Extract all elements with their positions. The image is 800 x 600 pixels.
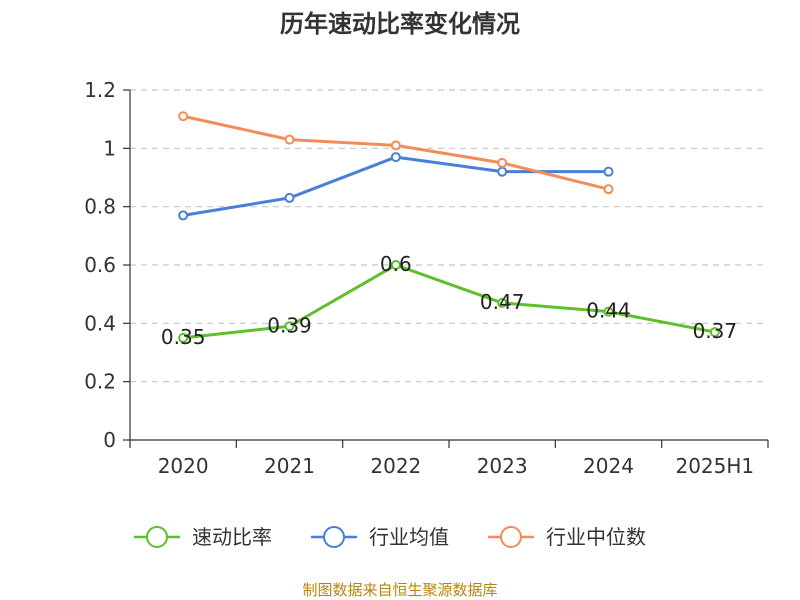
- y-tick-label: 0.4: [84, 311, 116, 335]
- data-point: [709, 327, 720, 338]
- legend-label: 行业中位数: [546, 525, 646, 549]
- legend-marker: [500, 526, 522, 548]
- data-point: [284, 321, 295, 332]
- data-label: 0.39: [267, 313, 312, 337]
- legend-marker: [146, 526, 168, 548]
- data-label: 0.37: [693, 319, 738, 343]
- data-label: 0.35: [161, 325, 206, 349]
- legend-marker: [323, 526, 345, 548]
- series: [178, 111, 720, 343]
- data-point: [284, 134, 295, 145]
- grid: [130, 89, 768, 383]
- data-point: [390, 152, 401, 163]
- source-note: 制图数据来自恒生聚源数据库: [302, 581, 497, 599]
- x-tick-label: 2023: [477, 454, 528, 478]
- axes: 0 0.2 0.4 0.6 0.8 1 1.2 2020 2021 2022 2023 2024 202…: [84, 78, 769, 478]
- data-point: [178, 210, 189, 221]
- data-point: [497, 157, 508, 168]
- chart-title: 历年速动比率变化情况: [280, 10, 520, 38]
- y-tick-label: 1.2: [84, 78, 116, 102]
- data-point: [390, 140, 401, 151]
- y-tick-label: 0.6: [84, 253, 116, 277]
- data-label: 0.47: [480, 290, 525, 314]
- data-point: [178, 111, 189, 122]
- data-label: 0.44: [586, 299, 631, 323]
- x-tick-label: 2021: [264, 454, 315, 478]
- y-tick-label: 0.2: [84, 370, 116, 394]
- x-tick-label: 2024: [583, 454, 634, 478]
- data-point: [603, 184, 614, 195]
- y-tick-label: 0: [103, 428, 116, 452]
- y-tick-label: 1: [103, 136, 116, 160]
- data-label: 0.6: [380, 252, 412, 276]
- legend: 速动比率 行业均值 行业中位数: [134, 525, 646, 549]
- data-point: [178, 332, 189, 343]
- data-point: [390, 260, 401, 270]
- x-tick-label: 2022: [370, 454, 421, 478]
- y-tick-label: 0.8: [84, 195, 116, 219]
- data-labels: 0.35 0.39 0.6 0.47 0.44 0.37: [161, 252, 737, 349]
- data-point: [497, 166, 508, 177]
- data-point: [497, 297, 508, 308]
- x-tick-label: 2025H1: [675, 454, 754, 478]
- series-line: [183, 263, 716, 340]
- data-point: [603, 166, 614, 177]
- data-point: [284, 192, 295, 203]
- legend-label: 行业均值: [369, 525, 449, 549]
- legend-label: 速动比率: [192, 525, 272, 549]
- data-point: [603, 306, 614, 317]
- x-tick-label: 2020: [158, 454, 209, 478]
